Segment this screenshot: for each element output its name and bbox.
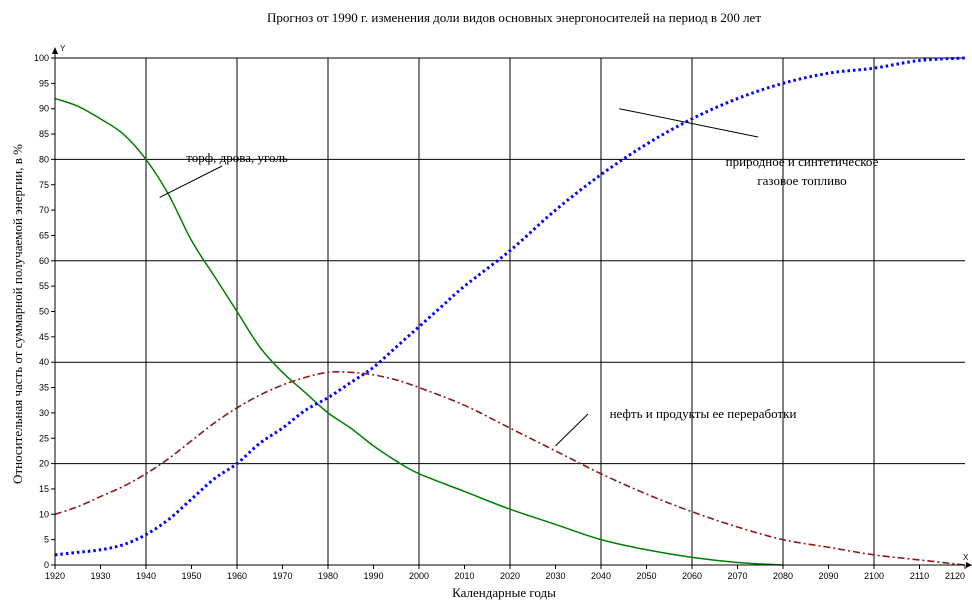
y-tick-label: 5 (44, 535, 49, 545)
y-axis-arrow (52, 47, 58, 54)
annotation-leader (159, 165, 223, 198)
y-tick-label: 60 (39, 256, 49, 266)
y-tick-label: 30 (39, 408, 49, 418)
x-tick-label: 2010 (454, 571, 474, 581)
axes (52, 47, 972, 568)
x-tick-label: 2110 (910, 571, 929, 581)
series-line-2 (54, 371, 966, 566)
y-tick-label: 80 (39, 154, 49, 164)
y-tick-label: 15 (39, 484, 49, 494)
x-tick-label: 2060 (682, 571, 702, 581)
y-tick-label: 0 (44, 560, 49, 570)
x-tick-label: 2070 (727, 571, 747, 581)
annotation-label: природное и синтетическое (726, 154, 879, 169)
x-axis-letter: X (963, 553, 969, 562)
y-tick-label: 65 (39, 230, 49, 240)
x-tick-label: 2030 (545, 571, 565, 581)
axis-ticks: 1920 1930 1940 1950 1960 1970 1980 1990 2000 2010… (34, 53, 966, 581)
y-tick-label: 90 (39, 104, 49, 114)
y-axis-label: Относительная часть от суммарной получае… (10, 144, 25, 484)
annotation-leader (619, 108, 759, 138)
y-tick-label: 20 (39, 459, 49, 469)
x-tick-label: 1930 (90, 571, 110, 581)
series-line-1 (54, 56, 966, 557)
series-group (54, 56, 966, 566)
x-tick-label: 2080 (773, 571, 793, 581)
y-tick-label: 35 (39, 383, 49, 393)
x-tick-label: 2120 (945, 571, 965, 581)
x-tick-label: 2050 (636, 571, 656, 581)
y-tick-label: 50 (39, 307, 49, 317)
annotation-label: торф, дрова, уголь (186, 150, 288, 165)
x-tick-label: 2040 (591, 571, 611, 581)
x-tick-label: 2090 (818, 571, 838, 581)
x-tick-label: 2100 (864, 571, 884, 581)
y-tick-label: 85 (39, 129, 49, 139)
x-tick-label: 1920 (45, 571, 65, 581)
annotations: торф, дрова, уголь природное и синтетичес… (159, 108, 879, 447)
x-tick-label: 2000 (409, 571, 429, 581)
y-tick-label: 100 (34, 53, 49, 63)
chart-title: Прогноз от 1990 г. изменения доли видов … (267, 10, 761, 25)
y-tick-label: 70 (39, 205, 49, 215)
x-tick-label: 1960 (227, 571, 247, 581)
annotation-label: нефть и продукты ее переработки (610, 406, 797, 421)
x-tick-label: 1940 (136, 571, 156, 581)
x-tick-label: 1990 (363, 571, 383, 581)
annotation-leader (555, 413, 589, 447)
y-tick-label: 45 (39, 332, 49, 342)
y-tick-label: 40 (39, 357, 49, 367)
x-tick-label: 1970 (272, 571, 292, 581)
x-tick-label: 1980 (318, 571, 338, 581)
y-tick-label: 10 (39, 509, 49, 519)
y-tick-label: 25 (39, 433, 49, 443)
x-axis-label: Календарные годы (452, 585, 556, 600)
y-tick-label: 95 (39, 78, 49, 88)
x-axis-arrow (966, 562, 972, 568)
y-axis-letter: Y (60, 44, 66, 53)
y-tick-label: 75 (39, 180, 49, 190)
grid (55, 57, 965, 565)
x-tick-label: 2020 (500, 571, 520, 581)
x-tick-label: 1950 (181, 571, 201, 581)
y-tick-label: 55 (39, 281, 49, 291)
series-line-0 (54, 97, 784, 566)
annotation-label: газовое топливо (757, 173, 846, 188)
